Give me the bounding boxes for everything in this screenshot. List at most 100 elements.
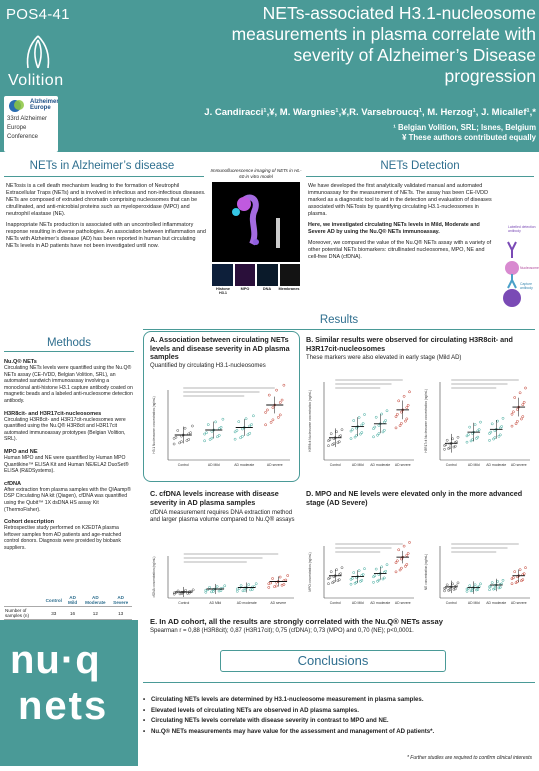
data-point (241, 427, 244, 431)
data-point (172, 591, 176, 595)
data-point (408, 390, 411, 394)
data-point (476, 429, 480, 433)
data-point (251, 585, 254, 589)
title-line: NETs-associated H3.1-nucleosome (262, 3, 536, 23)
data-point (465, 434, 469, 438)
table-cell: 33 (43, 606, 64, 620)
data-point (492, 437, 495, 441)
data-point (376, 433, 379, 437)
data-point (443, 587, 446, 590)
data-point (363, 567, 366, 571)
data-point (398, 424, 402, 428)
x-tick-label: AD Mild (209, 601, 221, 605)
data-point (400, 557, 403, 561)
data-point (374, 567, 378, 571)
data-point (445, 438, 449, 442)
data-point (191, 588, 195, 592)
table-cell: 13 (109, 606, 132, 620)
data-point (465, 589, 469, 593)
method-title: H3R8cit- and H3R17cit-nucleosomes (4, 410, 102, 417)
data-point (396, 413, 399, 416)
conference-line: Conference (7, 134, 39, 140)
list-item: Circulating NETs levels correlate with d… (143, 716, 535, 727)
channel-strip (212, 264, 300, 286)
data-point (372, 580, 375, 584)
x-tick-label: AD moderate (237, 601, 257, 605)
poster-title: NETs-associated H3.1-nucleosome measurem… (130, 3, 536, 87)
chart-b1: H3R8cit Nucleosome concentration (ng/mL)… (308, 379, 414, 467)
data-point (327, 577, 330, 581)
data-point (400, 566, 403, 570)
assay-schematic: Labelled detection antibody Nucleosome C… (494, 222, 539, 312)
data-point (398, 568, 402, 572)
panel-d-title: D. MPO and NE levels were elevated only … (306, 489, 523, 507)
footnote: * Further studies are required to confir… (406, 755, 532, 761)
data-point (278, 413, 282, 417)
data-point (331, 581, 334, 585)
data-point (521, 415, 525, 418)
data-point (335, 430, 338, 434)
data-point (498, 433, 502, 437)
data-point (353, 581, 357, 585)
chart-b2: H3R17cit Nucleosome concentration (ng/mL… (424, 379, 530, 467)
data-point (443, 444, 446, 447)
data-point (340, 428, 344, 432)
data-point (210, 590, 213, 594)
data-point (360, 423, 364, 427)
data-point (349, 582, 353, 586)
channel-label: Histone H3.1 (216, 287, 230, 295)
chart-d2: NE concentration (ng/mL) Control AD Mild AD… (424, 543, 530, 605)
section-heading-nets-detection: NETs Detection (380, 160, 460, 172)
x-tick-label: Control (446, 601, 457, 605)
conference-brand: Alzheimer Europe (30, 99, 58, 111)
channel-mpo (234, 264, 255, 286)
data-point (496, 419, 499, 423)
method-title: MPO and NE (4, 448, 38, 455)
method-title: cfDNA (4, 480, 22, 487)
data-point (400, 410, 403, 414)
panel-a-subtitle: Quantified by circulating H3.1-nucleosom… (150, 363, 266, 369)
data-point (331, 443, 334, 447)
data-point (451, 582, 454, 586)
data-point (404, 419, 407, 423)
data-point (172, 437, 176, 440)
data-point (241, 434, 244, 438)
data-point (363, 413, 366, 416)
data-point (497, 586, 501, 590)
data-point (516, 408, 519, 411)
table-header-row: Control AD Mild AD Moderate AD Severe (4, 594, 132, 607)
data-point (335, 568, 338, 572)
data-point (381, 430, 385, 434)
header-banner: POS4-41 Volition Alzheimer Europe 33rd A… (0, 0, 539, 152)
x-tick-label: AD Mild (208, 463, 220, 467)
panel-b-title: B. Similar results were observed for cir… (306, 335, 513, 353)
data-point (264, 423, 267, 427)
divider (4, 176, 204, 177)
table-header: AD Severe (109, 594, 132, 607)
data-point (191, 424, 194, 428)
data-point (447, 447, 450, 450)
channel-dna (257, 264, 278, 286)
data-point (518, 391, 522, 395)
panel-b-subtitle: These markers were also elevated in earl… (306, 355, 462, 361)
data-point (397, 399, 401, 403)
x-tick-label: AD severe (270, 601, 286, 605)
x-tick-label: AD moderate (370, 463, 390, 467)
x-tick-label: Control (330, 463, 341, 467)
data-point (373, 425, 377, 429)
data-point (280, 583, 284, 587)
data-point (244, 417, 248, 421)
x-tick-label: Control (178, 463, 189, 467)
data-point (254, 582, 258, 586)
chart-d1: MPO concentration (ng/mL) Control AD Mild A… (308, 541, 414, 605)
data-point (327, 439, 330, 443)
data-point (385, 409, 389, 413)
data-point (361, 422, 365, 425)
data-point (394, 426, 398, 430)
data-point (510, 577, 514, 581)
data-point (473, 583, 477, 587)
nets-detection-text: We have developed the first analytically… (308, 183, 492, 265)
data-point (286, 574, 290, 577)
data-point (445, 583, 449, 587)
